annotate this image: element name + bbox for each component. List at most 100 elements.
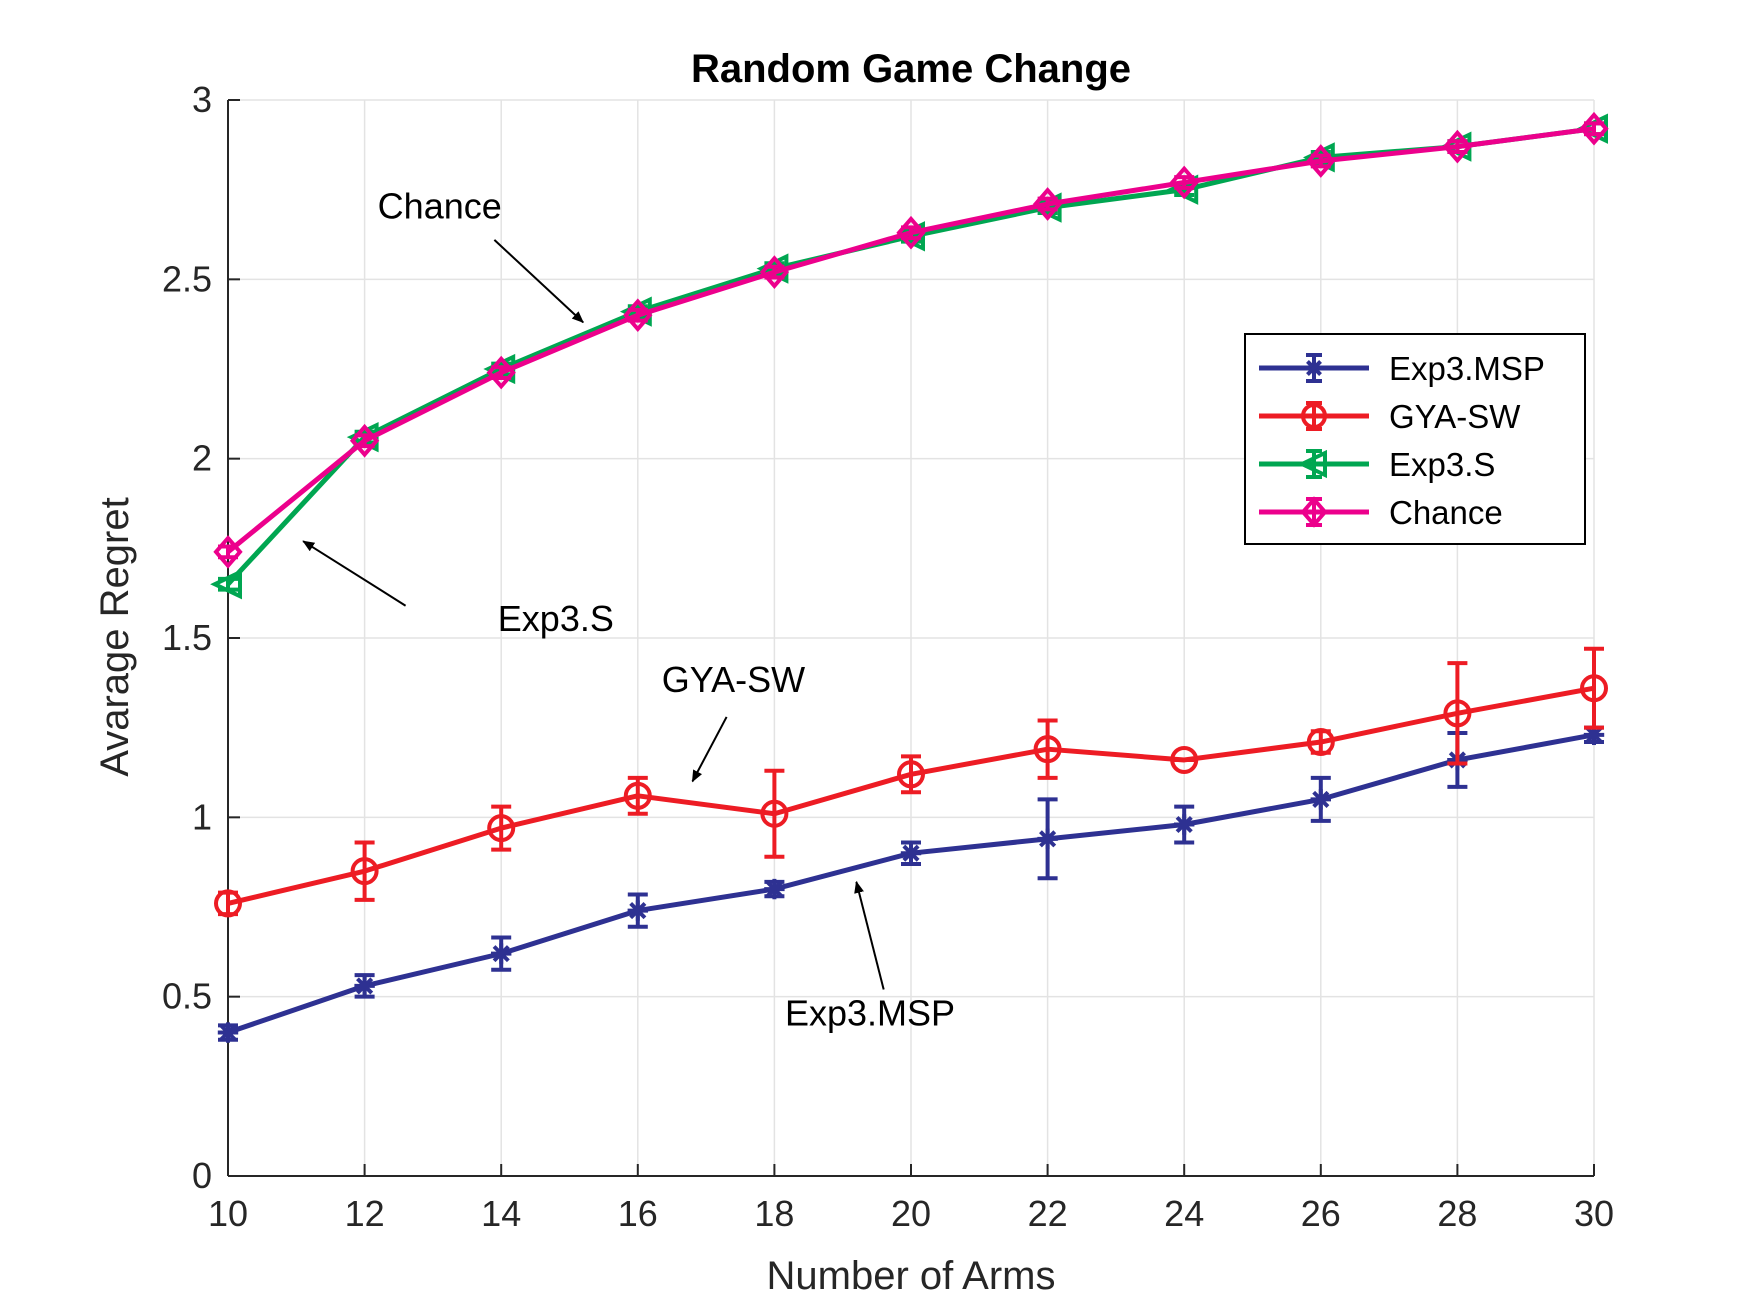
- data-point-marker: [1169, 165, 1199, 200]
- diamond-marker: [213, 535, 243, 569]
- star-stroke: [902, 844, 920, 862]
- y-tick-label: 0: [192, 1155, 212, 1196]
- legend-entry[interactable]: Chance: [1259, 494, 1503, 531]
- data-point-marker: [217, 1022, 239, 1043]
- y-tick-label: 1: [192, 796, 212, 837]
- star-stroke: [1306, 360, 1322, 376]
- annotation-label: GYA-SW: [662, 659, 805, 700]
- star-stroke: [1175, 815, 1193, 834]
- x-axis-title: Number of Arms: [767, 1254, 1056, 1298]
- chart-title: Random Game Change: [691, 47, 1131, 91]
- x-axis-ticks: 10 12 14 16 18 20 22 24 26 28 30: [208, 1164, 1614, 1234]
- legend-entry[interactable]: Exp3.S: [1259, 446, 1495, 483]
- circle-marker: [1580, 674, 1608, 703]
- data-point-marker: [1306, 728, 1335, 757]
- annotations: Chance Exp3.S GYA-SW Exp3.MSP: [302, 185, 955, 1033]
- error-bar: [354, 840, 375, 902]
- x-tick-label: 16: [618, 1193, 658, 1234]
- data-point-marker: [213, 535, 243, 569]
- legend-entry[interactable]: GYA-SW: [1259, 398, 1521, 435]
- error-bar: [491, 804, 512, 852]
- diamond-marker: [1300, 496, 1328, 528]
- legend-label: Chance: [1389, 494, 1503, 531]
- y-tick-label: 2: [192, 438, 212, 479]
- data-point-marker: [1037, 828, 1058, 850]
- x-tick-label: 24: [1164, 1193, 1204, 1234]
- data-point-marker: [1443, 699, 1472, 728]
- annotation-arrow: [691, 716, 728, 783]
- data-point-marker: [491, 943, 512, 964]
- circle-marker: [623, 781, 652, 810]
- annotation-arrow: [302, 540, 407, 607]
- diamond-marker: [349, 423, 380, 458]
- annotation-label: Chance: [378, 185, 502, 226]
- data-point-marker: [210, 569, 242, 600]
- diamond-marker: [896, 215, 926, 250]
- x-tick-label: 26: [1301, 1193, 1341, 1234]
- legend-label: GYA-SW: [1389, 398, 1521, 435]
- data-point-marker: [1170, 745, 1199, 774]
- circle-marker: [1301, 403, 1327, 429]
- series-exp3-msp: [217, 724, 1605, 1043]
- diamond-marker: [623, 298, 653, 333]
- star-stroke: [1039, 830, 1057, 848]
- star-stroke: [356, 977, 374, 995]
- data-point-marker: [486, 355, 516, 390]
- data-point-marker: [760, 799, 789, 828]
- data-point-marker: [1306, 144, 1336, 178]
- data-point-marker: [1580, 674, 1608, 703]
- x-tick-label: 30: [1574, 1193, 1614, 1234]
- data-point-marker: [1300, 496, 1328, 528]
- data-point-marker: [1310, 789, 1331, 810]
- x-tick-label: 28: [1437, 1193, 1477, 1234]
- diamond-marker: [759, 255, 790, 290]
- annotation: GYA-SW: [662, 659, 805, 783]
- data-point-marker: [1032, 187, 1063, 221]
- data-point-marker: [896, 215, 926, 250]
- annotation-label: Exp3.S: [498, 598, 614, 639]
- star-stroke: [1585, 726, 1603, 744]
- circle-marker: [1443, 699, 1472, 728]
- star-stroke: [219, 1023, 237, 1042]
- annotation: Exp3.S: [302, 540, 614, 639]
- error-bar: [764, 768, 785, 859]
- data-point-marker: [900, 843, 922, 864]
- data-point-marker: [759, 255, 790, 290]
- x-tick-label: 22: [1028, 1193, 1068, 1234]
- circle-marker: [350, 857, 379, 886]
- legend[interactable]: Exp3.MSP GYA-SW Exp3.S Chance: [1244, 333, 1586, 545]
- diamond-marker: [1442, 129, 1473, 164]
- y-axis-title: Avarage Regret: [93, 497, 137, 776]
- y-axis-ticks: 0 0.5 1 1.5 2 2.5 3: [162, 79, 240, 1196]
- data-point-marker: [764, 878, 785, 900]
- diamond-marker: [1169, 165, 1199, 200]
- x-tick-label: 10: [208, 1193, 248, 1234]
- error-bar: [1447, 661, 1468, 766]
- star-stroke: [765, 880, 783, 898]
- legend-label: Exp3.MSP: [1389, 350, 1545, 387]
- data-point-marker: [349, 423, 380, 458]
- error-bar: [1037, 718, 1058, 780]
- data-point-marker: [1174, 814, 1195, 835]
- star-stroke: [1312, 790, 1330, 808]
- circle-marker: [1306, 728, 1335, 757]
- data-point-marker: [1304, 358, 1324, 378]
- error-bar: [1584, 646, 1604, 730]
- annotation-arrow: [854, 880, 885, 990]
- legend-entry[interactable]: Exp3.MSP: [1259, 350, 1545, 387]
- series-chance: [213, 111, 1609, 569]
- triangle-marker: [210, 569, 242, 600]
- diamond-marker: [486, 355, 516, 390]
- x-tick-label: 12: [345, 1193, 385, 1234]
- y-tick-label: 2.5: [162, 258, 212, 299]
- circle-marker: [487, 814, 516, 843]
- diamond-marker: [1032, 187, 1063, 221]
- data-point-marker: [350, 857, 379, 886]
- circle-marker: [1033, 735, 1062, 764]
- circle-marker: [1170, 745, 1199, 774]
- data-point-marker: [1033, 735, 1062, 764]
- data-point-marker: [627, 900, 648, 921]
- annotation-label: Exp3.MSP: [785, 992, 955, 1033]
- circle-marker: [760, 799, 789, 828]
- x-tick-label: 14: [481, 1193, 521, 1234]
